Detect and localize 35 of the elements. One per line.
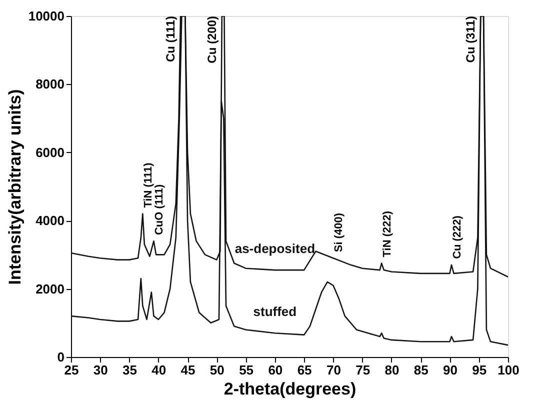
x-tick-label: 75 [356, 362, 370, 378]
annotation: Cu (111) [164, 16, 178, 62]
y-tick-label: 0 [57, 350, 64, 364]
x-tick-label: 55 [239, 362, 254, 378]
y-tick-label: 6000 [36, 144, 64, 160]
y-tick-label: 8000 [36, 76, 64, 92]
x-tick-label: 40 [152, 362, 166, 378]
x-tick-label: 35 [122, 362, 137, 378]
x-tick-label: 30 [93, 362, 108, 378]
x-tick-label: 70 [326, 362, 341, 378]
annotation: Cu (311) [464, 16, 478, 63]
annotation: CuO (111) [154, 184, 166, 236]
x-axis-title: 2-theta(degrees) [224, 380, 356, 398]
x-tick-label: 65 [297, 362, 312, 378]
x-tick-label: 90 [443, 362, 458, 378]
series-label: stuffed [253, 304, 297, 320]
line-series [71, 16, 508, 346]
y-tick-label: 2000 [36, 281, 64, 296]
annotation: Cu (222) [451, 215, 464, 259]
x-tick-label: 85 [414, 362, 428, 378]
annotation: Cu (200) [204, 16, 219, 64]
x-tick-label: 45 [180, 362, 196, 378]
x-tick-label: 95 [472, 362, 487, 378]
x-tick-label: 100 [498, 362, 520, 378]
x-tick-label: 60 [268, 362, 283, 378]
annotation: Si (400) [333, 212, 346, 252]
x-tick-label: 50 [210, 362, 224, 378]
annotation: TiN (222) [382, 210, 394, 258]
y-axis-title: Intensity(arbitrary units) [5, 89, 24, 285]
x-tick-label: 80 [384, 362, 400, 378]
series-label: as-deposited [234, 241, 316, 256]
y-tick-label: 4000 [36, 213, 64, 228]
annotation: TiN (111) [142, 162, 155, 208]
x-tick-label: 25 [64, 362, 79, 378]
y-tick-label: 10000 [28, 8, 64, 24]
